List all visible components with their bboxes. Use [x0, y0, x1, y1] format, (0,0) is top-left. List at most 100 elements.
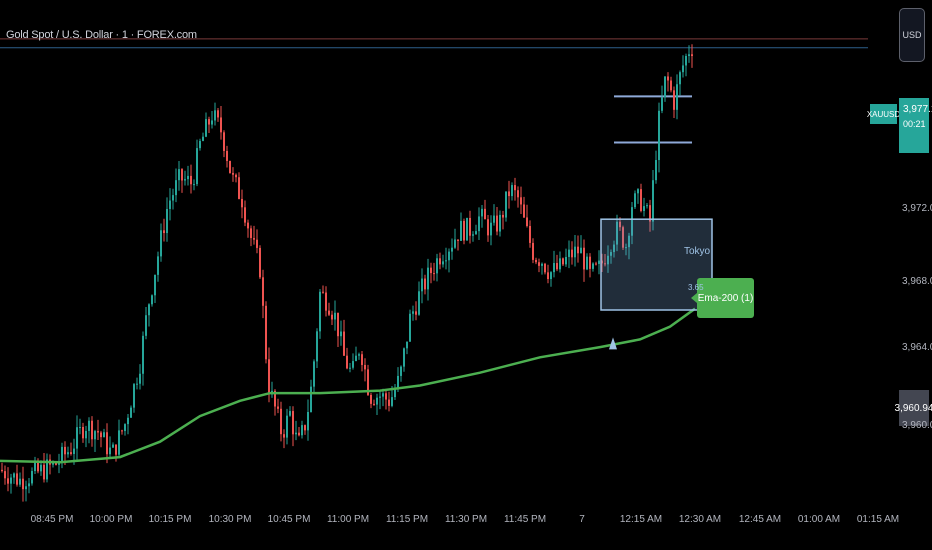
- candle-body: [676, 84, 678, 110]
- candle-body: [175, 180, 177, 196]
- candle-body: [355, 355, 357, 362]
- candle-body: [631, 207, 633, 236]
- candle-body: [376, 397, 378, 405]
- candle-body: [193, 184, 195, 186]
- x-tick-label: 12:30 AM: [678, 514, 722, 525]
- candle-body: [514, 185, 516, 191]
- candle-body: [52, 462, 54, 465]
- candle-body: [277, 406, 279, 409]
- candle-body: [313, 361, 315, 387]
- candle-body: [649, 205, 651, 222]
- candle-body: [58, 462, 60, 465]
- candle-body: [358, 354, 360, 356]
- candle-body: [190, 175, 192, 185]
- candle-body: [670, 80, 672, 91]
- candle-body: [163, 230, 165, 234]
- candle-body: [286, 415, 288, 438]
- candle-body: [502, 214, 504, 218]
- candle-body: [424, 278, 426, 290]
- candle-body: [547, 272, 549, 280]
- candle-body: [490, 222, 492, 236]
- candle-body: [199, 140, 201, 149]
- candle-body: [4, 471, 6, 479]
- candle-body: [217, 110, 219, 118]
- candle-body: [226, 150, 228, 161]
- candle-body: [232, 172, 234, 175]
- candle-body: [112, 444, 114, 448]
- x-tick-label: 12:15 AM: [619, 514, 663, 525]
- candle-body: [487, 219, 489, 236]
- x-tick-label: 10:30 PM: [208, 514, 252, 525]
- candle-body: [223, 132, 225, 151]
- candle-body: [655, 160, 657, 181]
- candle-body: [568, 249, 570, 257]
- candle-body: [457, 239, 459, 241]
- candle-body: [184, 179, 186, 181]
- x-tick-label: 11:00 PM: [326, 514, 370, 525]
- candle-body: [172, 195, 174, 201]
- candle-body: [610, 252, 612, 256]
- candle-body: [415, 311, 417, 315]
- candle-body: [16, 473, 18, 485]
- candle-body: [607, 255, 609, 265]
- candle-body: [463, 220, 465, 241]
- candle-body: [97, 431, 99, 433]
- candle-body: [469, 217, 471, 236]
- candle-body: [454, 239, 456, 248]
- candle-body: [523, 204, 525, 218]
- candle-body: [580, 247, 582, 254]
- candle-body: [667, 76, 669, 81]
- candle-body: [274, 390, 276, 407]
- candle-body: [526, 217, 528, 227]
- candle-body: [589, 256, 591, 269]
- candle-body: [553, 263, 555, 273]
- candle-body: [382, 393, 384, 397]
- candle-body: [139, 373, 141, 384]
- candle-body: [145, 315, 147, 336]
- candle-body: [571, 249, 573, 258]
- candle-body: [55, 462, 57, 465]
- candle-body: [397, 375, 399, 390]
- candle-body: [304, 425, 306, 431]
- candle-body: [325, 292, 327, 311]
- candle-body: [496, 215, 498, 232]
- candle-body: [160, 230, 162, 257]
- candle-body: [640, 189, 642, 211]
- currency-button[interactable]: USD: [899, 8, 925, 62]
- candle-body: [505, 191, 507, 218]
- candle-body: [46, 459, 48, 480]
- candle-body: [574, 246, 576, 258]
- candle-body: [220, 117, 222, 133]
- candle-body: [205, 119, 207, 137]
- candle-body: [622, 227, 624, 248]
- y-tick-label: 3,960.00: [902, 420, 932, 431]
- candle-body: [535, 259, 537, 263]
- candle-body: [76, 427, 78, 449]
- candle-body: [262, 277, 264, 306]
- candle-body: [352, 361, 354, 368]
- candle-body: [550, 272, 552, 280]
- candle-body: [67, 452, 69, 455]
- candle-body: [25, 486, 27, 490]
- candle-body: [181, 169, 183, 181]
- candle-body: [268, 359, 270, 395]
- candle-body: [403, 348, 405, 367]
- symbol-tag: XAUUSD: [867, 104, 900, 124]
- candle-body: [133, 384, 135, 408]
- candle-body: [214, 110, 216, 121]
- x-tick-label: 01:00 AM: [797, 514, 841, 525]
- candle-body: [442, 261, 444, 265]
- candle-body: [295, 432, 297, 435]
- candle-body: [460, 220, 462, 241]
- candlestick-series: [1, 44, 693, 502]
- candle-body: [166, 208, 168, 234]
- candle-body: [349, 367, 351, 369]
- candle-body: [652, 180, 654, 222]
- candle-body: [202, 136, 204, 141]
- candle-body: [319, 291, 321, 332]
- candle-body: [244, 207, 246, 223]
- candle-body: [451, 247, 453, 252]
- candle-body: [679, 72, 681, 85]
- candle-body: [301, 425, 303, 436]
